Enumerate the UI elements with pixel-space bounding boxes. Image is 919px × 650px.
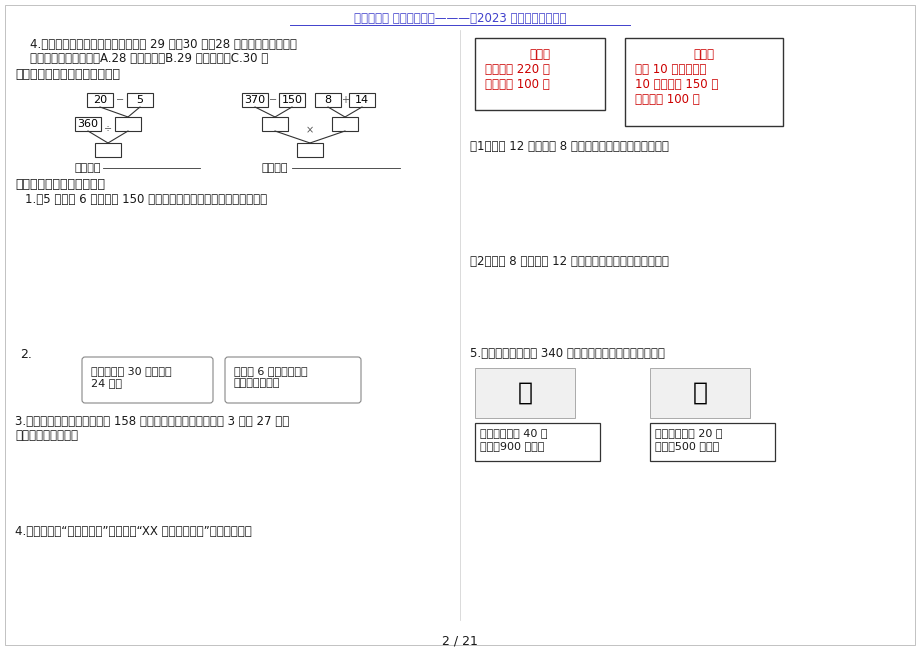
Bar: [127, 93, 153, 107]
Bar: [650, 368, 749, 418]
Bar: [474, 423, 599, 461]
Bar: [242, 93, 267, 107]
Text: 4.　小强抛垒球，三次的成绩分别是 29 米、30 米、28 米，小强抛垒球的平: 4. 小强抛垒球，三次的成绩分别是 29 米、30 米、28 米，小强抛垒球的平: [30, 38, 297, 51]
Bar: [115, 117, 141, 131]
Text: 方案二: 方案二: [693, 48, 714, 61]
Bar: [278, 93, 305, 107]
Text: 150: 150: [281, 95, 302, 105]
Text: 我班有男生 30 人，女生
24 人。: 我班有男生 30 人，女生 24 人。: [91, 366, 172, 387]
Text: 综合算式: 综合算式: [262, 163, 289, 173]
Bar: [650, 423, 774, 461]
Text: 2 / 21: 2 / 21: [442, 635, 477, 648]
Text: 20: 20: [93, 95, 107, 105]
Text: 成人每人 220 元: 成人每人 220 元: [484, 63, 550, 76]
Text: +: +: [341, 95, 348, 105]
Text: 🚗: 🚗: [692, 381, 707, 405]
Text: 大客车：限乘 40 人: 大客车：限乘 40 人: [480, 428, 547, 438]
Bar: [95, 143, 121, 157]
Text: 综合算式: 综合算式: [75, 163, 101, 173]
Text: 《《《《《 小学学习资料———〠2023 年整理》》》》》: 《《《《《 小学学习资料———〠2023 年整理》》》》》: [354, 12, 565, 25]
Text: 儿童每人 100 元: 儿童每人 100 元: [484, 78, 550, 91]
Text: 360: 360: [77, 119, 98, 129]
Bar: [262, 117, 288, 131]
Bar: [297, 143, 323, 157]
Text: 四、先填空，再列出综合算式。: 四、先填空，再列出综合算式。: [15, 68, 119, 81]
Text: 五、走进生活，解决问题。: 五、走进生活，解决问题。: [15, 178, 105, 191]
Text: 租金：500 元／辆: 租金：500 元／辆: [654, 441, 719, 451]
FancyBboxPatch shape: [82, 357, 213, 403]
Text: 1.　5 辆卡车 6 次运水泥 150 吨，平均每辆卡车每次运水泥多少吨？: 1. 5 辆卡车 6 次运水泥 150 吨，平均每辆卡车每次运水泥多少吨？: [25, 193, 267, 206]
Bar: [314, 93, 341, 107]
Bar: [332, 117, 357, 131]
Text: ×: ×: [306, 125, 313, 135]
Text: 小亮集了多少枚？: 小亮集了多少枚？: [15, 429, 78, 442]
Text: 10 人）每人 150 元: 10 人）每人 150 元: [634, 78, 718, 91]
Bar: [474, 38, 605, 110]
Bar: [87, 93, 113, 107]
Text: 均成绩是（　　）。　A.28 米　　　　B.29 米　　　　C.30 米: 均成绩是（ ）。 A.28 米 B.29 米 C.30 米: [30, 52, 268, 65]
Text: 如果每 6 人分一组，全
班可以分几组？: 如果每 6 人分一组，全 班可以分几组？: [233, 366, 307, 387]
Text: 3.小亮和小明集邮，小明集了 158 枚邮票，小亮集的比小明的 3 倍少 27 枚，: 3.小亮和小明集邮，小明集了 158 枚邮票，小亮集的比小明的 3 倍少 27 …: [15, 415, 289, 428]
Text: 370: 370: [244, 95, 266, 105]
Bar: [348, 93, 375, 107]
Text: 小客车：限乘 20 人: 小客车：限乘 20 人: [654, 428, 721, 438]
Text: 14: 14: [355, 95, 369, 105]
Text: 2.: 2.: [20, 348, 32, 361]
Text: 儿童每人 100 元: 儿童每人 100 元: [634, 93, 699, 106]
Text: （1）成人 12 人，儿童 8 人，选哪种方案购票比较合算？: （1）成人 12 人，儿童 8 人，选哪种方案购票比较合算？: [470, 140, 668, 153]
Text: ÷: ÷: [104, 123, 112, 133]
Bar: [474, 368, 574, 418]
Text: −: −: [116, 95, 124, 105]
FancyBboxPatch shape: [225, 357, 360, 403]
Text: 5.希望小学组组全校 340 名师生春游，怎样租车最省錢？: 5.希望小学组组全校 340 名师生春游，怎样租车最省錢？: [470, 347, 664, 360]
Text: 4.某旅行社在“十一黄金周”期间推出“XX 风景区一日游”的两种方案。: 4.某旅行社在“十一黄金周”期间推出“XX 风景区一日游”的两种方案。: [15, 525, 252, 538]
Text: −: −: [268, 95, 277, 105]
Text: 团体 10 人以上（含: 团体 10 人以上（含: [634, 63, 706, 76]
Text: 🚌: 🚌: [516, 381, 532, 405]
Bar: [624, 38, 782, 126]
Text: （2）成人 8 人，儿童 12 人，选哪种方案购票比较合算？: （2）成人 8 人，儿童 12 人，选哪种方案购票比较合算？: [470, 255, 668, 268]
Bar: [75, 117, 101, 131]
Text: 租金：900 元／辆: 租金：900 元／辆: [480, 441, 544, 451]
Text: 8: 8: [324, 95, 331, 105]
Text: 方案一: 方案一: [529, 48, 550, 61]
Text: 5: 5: [136, 95, 143, 105]
